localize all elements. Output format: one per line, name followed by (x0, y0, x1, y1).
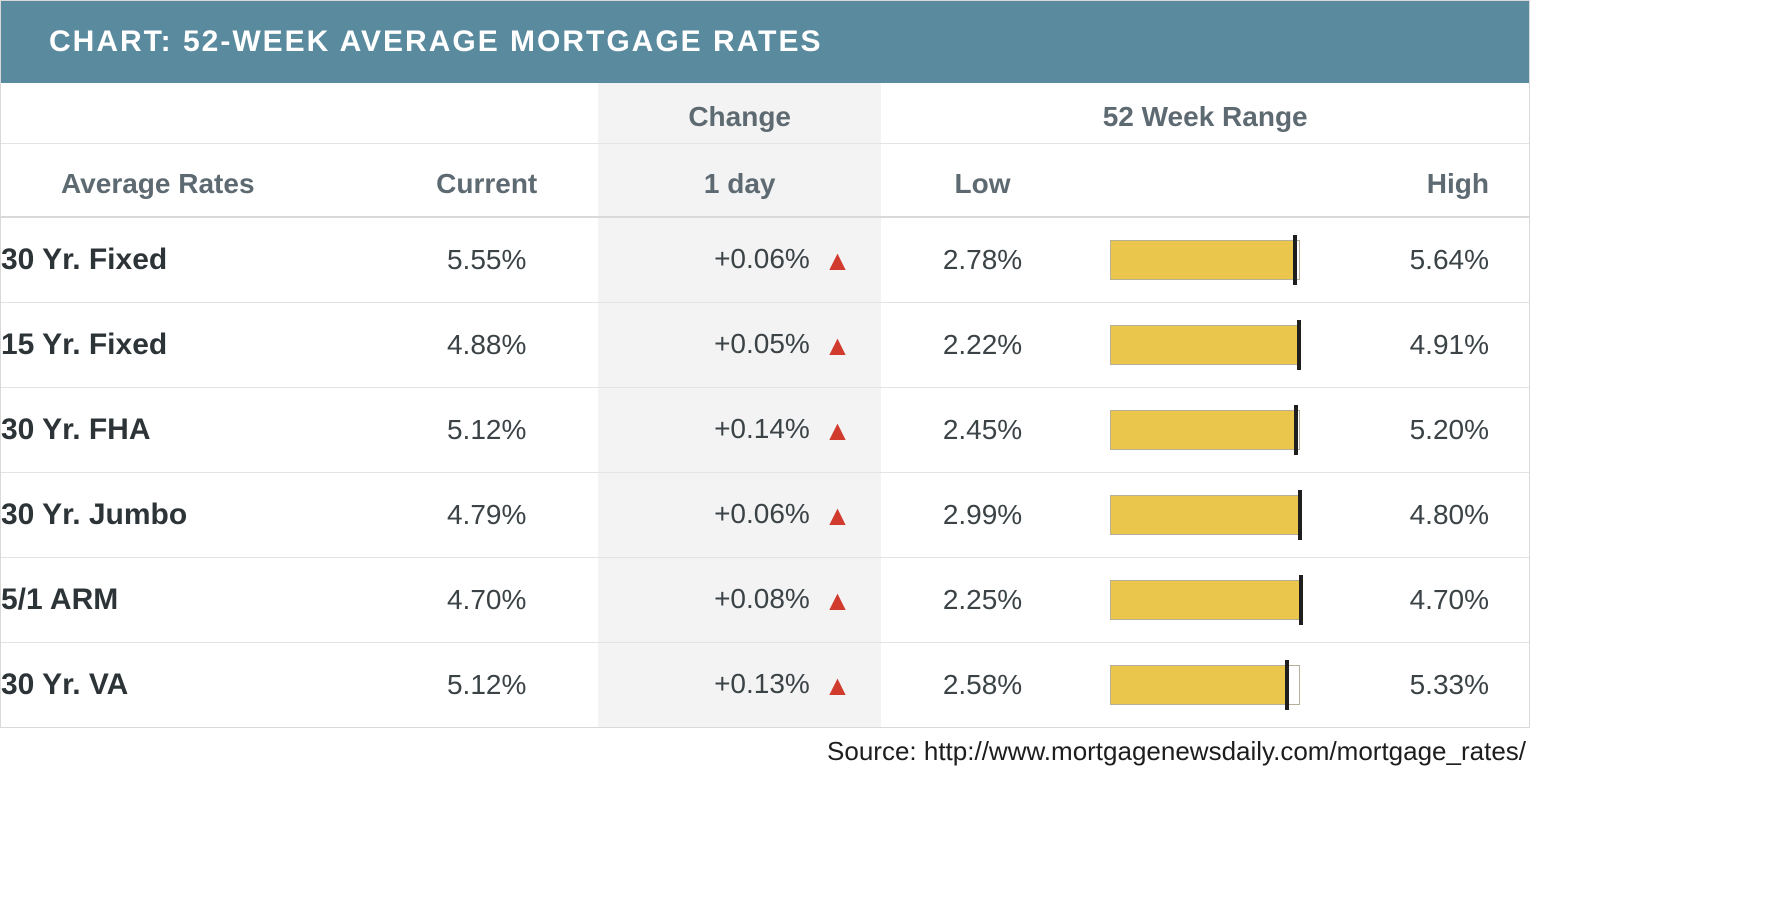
rate-low: 2.58% (881, 643, 1083, 728)
arrow-up-icon: ▲ (824, 330, 852, 362)
range-bar (1110, 325, 1300, 365)
table-row: 30 Yr. VA5.12%+0.13% ▲2.58%5.33% (1, 643, 1529, 728)
rate-name: 30 Yr. Fixed (1, 217, 375, 303)
rate-change: +0.14% ▲ (598, 388, 881, 473)
rates-table: Change 52 Week Range Average Rates Curre… (1, 83, 1529, 727)
rate-name: 5/1 ARM (1, 558, 375, 643)
rate-name: 30 Yr. Jumbo (1, 473, 375, 558)
range-bar-cell (1084, 558, 1327, 643)
range-bar (1110, 240, 1300, 280)
range-fill (1111, 411, 1295, 449)
rate-low: 2.99% (881, 473, 1083, 558)
rate-low: 2.25% (881, 558, 1083, 643)
blank-header (1, 83, 375, 144)
range-bar-cell (1084, 473, 1327, 558)
range-fill (1111, 241, 1295, 279)
range-fill (1111, 666, 1286, 704)
column-header-name: Average Rates (1, 144, 375, 218)
rate-change: +0.06% ▲ (598, 473, 881, 558)
rate-low: 2.45% (881, 388, 1083, 473)
change-value: +0.06% (714, 243, 810, 274)
table-row: 15 Yr. Fixed4.88%+0.05% ▲2.22%4.91% (1, 303, 1529, 388)
rate-current: 4.79% (375, 473, 598, 558)
range-marker (1285, 660, 1289, 710)
change-value: +0.13% (714, 668, 810, 699)
column-header-1day: 1 day (598, 144, 881, 218)
change-value: +0.14% (714, 413, 810, 444)
rate-name: 30 Yr. VA (1, 643, 375, 728)
range-bar-cell (1084, 217, 1327, 303)
arrow-up-icon: ▲ (824, 585, 852, 617)
arrow-up-icon: ▲ (824, 500, 852, 532)
chart-title: CHART: 52-WEEK AVERAGE MORTGAGE RATES (1, 1, 1529, 83)
rate-low: 2.22% (881, 303, 1083, 388)
column-header-high: High (1327, 144, 1529, 218)
table-row: 30 Yr. Fixed5.55%+0.06% ▲2.78%5.64% (1, 217, 1529, 303)
rate-change: +0.08% ▲ (598, 558, 881, 643)
range-bar-cell (1084, 643, 1327, 728)
column-group-change: Change (598, 83, 881, 144)
range-bar (1110, 665, 1300, 705)
mortgage-rate-chart: CHART: 52-WEEK AVERAGE MORTGAGE RATES Ch… (0, 0, 1530, 728)
change-value: +0.08% (714, 583, 810, 614)
rate-change: +0.13% ▲ (598, 643, 881, 728)
table-row: 30 Yr. FHA5.12%+0.14% ▲2.45%5.20% (1, 388, 1529, 473)
source-attribution: Source: http://www.mortgagenewsdaily.com… (0, 728, 1530, 767)
column-header-current: Current (375, 144, 598, 218)
range-bar (1110, 495, 1300, 535)
table-row: 30 Yr. Jumbo4.79%+0.06% ▲2.99%4.80% (1, 473, 1529, 558)
range-bar-cell (1084, 388, 1327, 473)
range-marker (1298, 490, 1302, 540)
range-fill (1111, 581, 1301, 619)
rate-change: +0.06% ▲ (598, 217, 881, 303)
range-bar-cell (1084, 303, 1327, 388)
rate-change: +0.05% ▲ (598, 303, 881, 388)
column-group-range: 52 Week Range (881, 83, 1529, 144)
table-row: 5/1 ARM4.70%+0.08% ▲2.25%4.70% (1, 558, 1529, 643)
range-marker (1297, 320, 1301, 370)
rate-current: 4.70% (375, 558, 598, 643)
rate-name: 30 Yr. FHA (1, 388, 375, 473)
rate-current: 5.12% (375, 643, 598, 728)
column-header-bar (1084, 144, 1327, 218)
rate-high: 4.91% (1327, 303, 1529, 388)
rate-high: 4.80% (1327, 473, 1529, 558)
rate-current: 4.88% (375, 303, 598, 388)
rate-high: 5.33% (1327, 643, 1529, 728)
rate-high: 5.64% (1327, 217, 1529, 303)
range-marker (1294, 405, 1298, 455)
arrow-up-icon: ▲ (824, 415, 852, 447)
column-header-low: Low (881, 144, 1083, 218)
range-marker (1299, 575, 1303, 625)
arrow-up-icon: ▲ (824, 670, 852, 702)
change-value: +0.05% (714, 328, 810, 359)
range-bar (1110, 410, 1300, 450)
range-fill (1111, 496, 1300, 534)
rate-high: 5.20% (1327, 388, 1529, 473)
change-value: +0.06% (714, 498, 810, 529)
rate-low: 2.78% (881, 217, 1083, 303)
rate-high: 4.70% (1327, 558, 1529, 643)
arrow-up-icon: ▲ (824, 245, 852, 277)
rate-name: 15 Yr. Fixed (1, 303, 375, 388)
range-bar (1110, 580, 1300, 620)
rate-current: 5.12% (375, 388, 598, 473)
blank-header (375, 83, 598, 144)
rate-current: 5.55% (375, 217, 598, 303)
range-fill (1111, 326, 1299, 364)
range-marker (1293, 235, 1297, 285)
